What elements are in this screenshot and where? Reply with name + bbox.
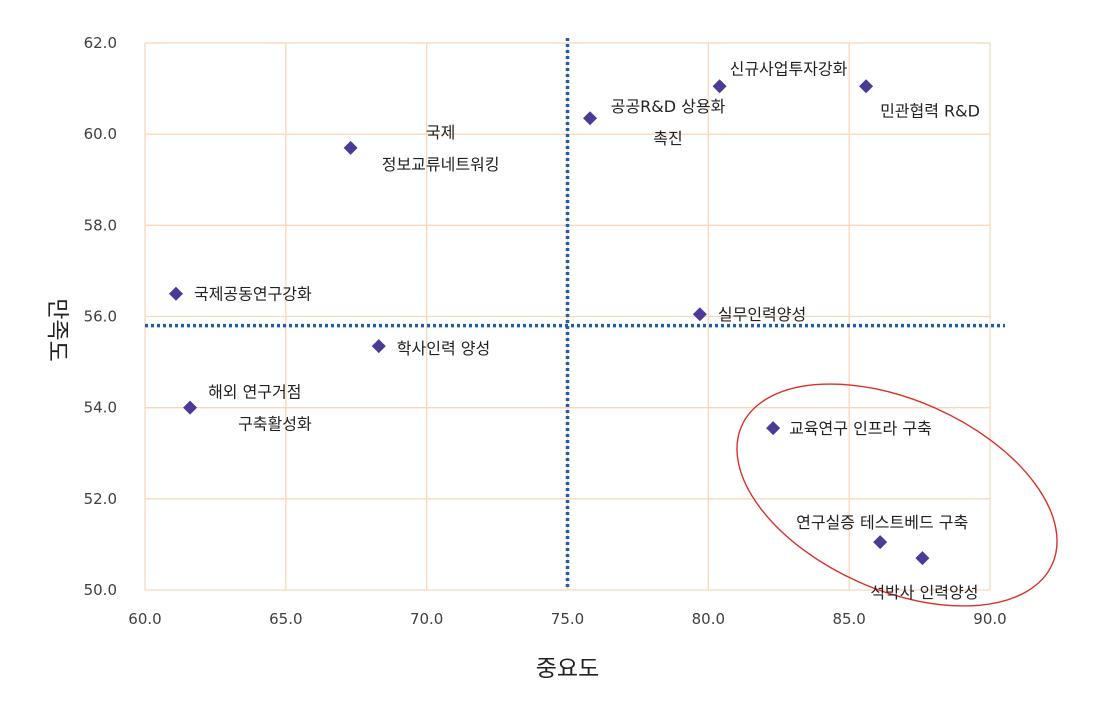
y-axis-title: 만족도 — [44, 298, 70, 361]
x-tick-label: 85.0 — [832, 610, 865, 628]
data-point-label: 해외 연구거점 — [208, 383, 301, 402]
data-point-label: 교육연구 인프라 구축 — [789, 419, 932, 438]
y-tick-label: 58.0 — [84, 216, 117, 234]
data-point-label: 연구실증 테스트베드 구축 — [796, 513, 968, 532]
x-axis-title: 중요도 — [536, 656, 599, 682]
data-point — [859, 79, 874, 94]
highlight-ellipse — [736, 383, 1058, 607]
x-tick-label: 65.0 — [269, 610, 302, 628]
data-point-label: 구축활성화 — [238, 415, 312, 434]
x-tick-label: 70.0 — [410, 610, 443, 628]
data-point-label: 공공R&D 상용화 — [611, 97, 726, 116]
data-points — [168, 79, 930, 566]
y-tick-label: 60.0 — [84, 125, 117, 143]
data-point — [712, 79, 727, 94]
y-tick-label: 56.0 — [84, 308, 117, 326]
data-point — [183, 400, 198, 415]
data-point-label: 민관협력 R&D — [880, 101, 980, 120]
data-point-label: 정보교류네트워킹 — [382, 155, 500, 174]
y-tick-label: 50.0 — [84, 581, 117, 599]
x-tick-label: 90.0 — [973, 610, 1006, 628]
data-point — [873, 535, 888, 550]
y-tick-label: 62.0 — [84, 34, 117, 52]
y-tick-label: 52.0 — [84, 490, 117, 508]
x-tick-label: 75.0 — [551, 610, 584, 628]
data-point — [692, 307, 707, 322]
tick-labels: 60.0 65.0 70.0 75.0 80.0 85.0 90.0 50.0 52.0 54.0… — [84, 34, 1007, 628]
data-point-label: 학사인력 양성 — [397, 339, 490, 358]
data-point-label: 국제 — [426, 123, 455, 142]
data-point-label: 실무인력양성 — [718, 305, 806, 324]
data-point — [766, 421, 781, 436]
mean-lines — [145, 38, 1005, 590]
y-tick-label: 54.0 — [84, 399, 117, 417]
data-point-label: 신규사업투자강화 — [730, 59, 848, 78]
data-point-label: 촉진 — [653, 129, 682, 148]
data-point — [371, 339, 386, 354]
highlight-region — [736, 383, 1058, 607]
x-tick-label: 80.0 — [692, 610, 725, 628]
data-point-label: 석박사 인력양성 — [870, 583, 978, 602]
x-tick-label: 60.0 — [128, 610, 161, 628]
data-point — [343, 140, 358, 155]
data-point — [915, 551, 930, 566]
data-point-label: 국제공동연구강화 — [194, 285, 312, 304]
data-point — [583, 111, 598, 126]
data-point — [168, 286, 183, 301]
